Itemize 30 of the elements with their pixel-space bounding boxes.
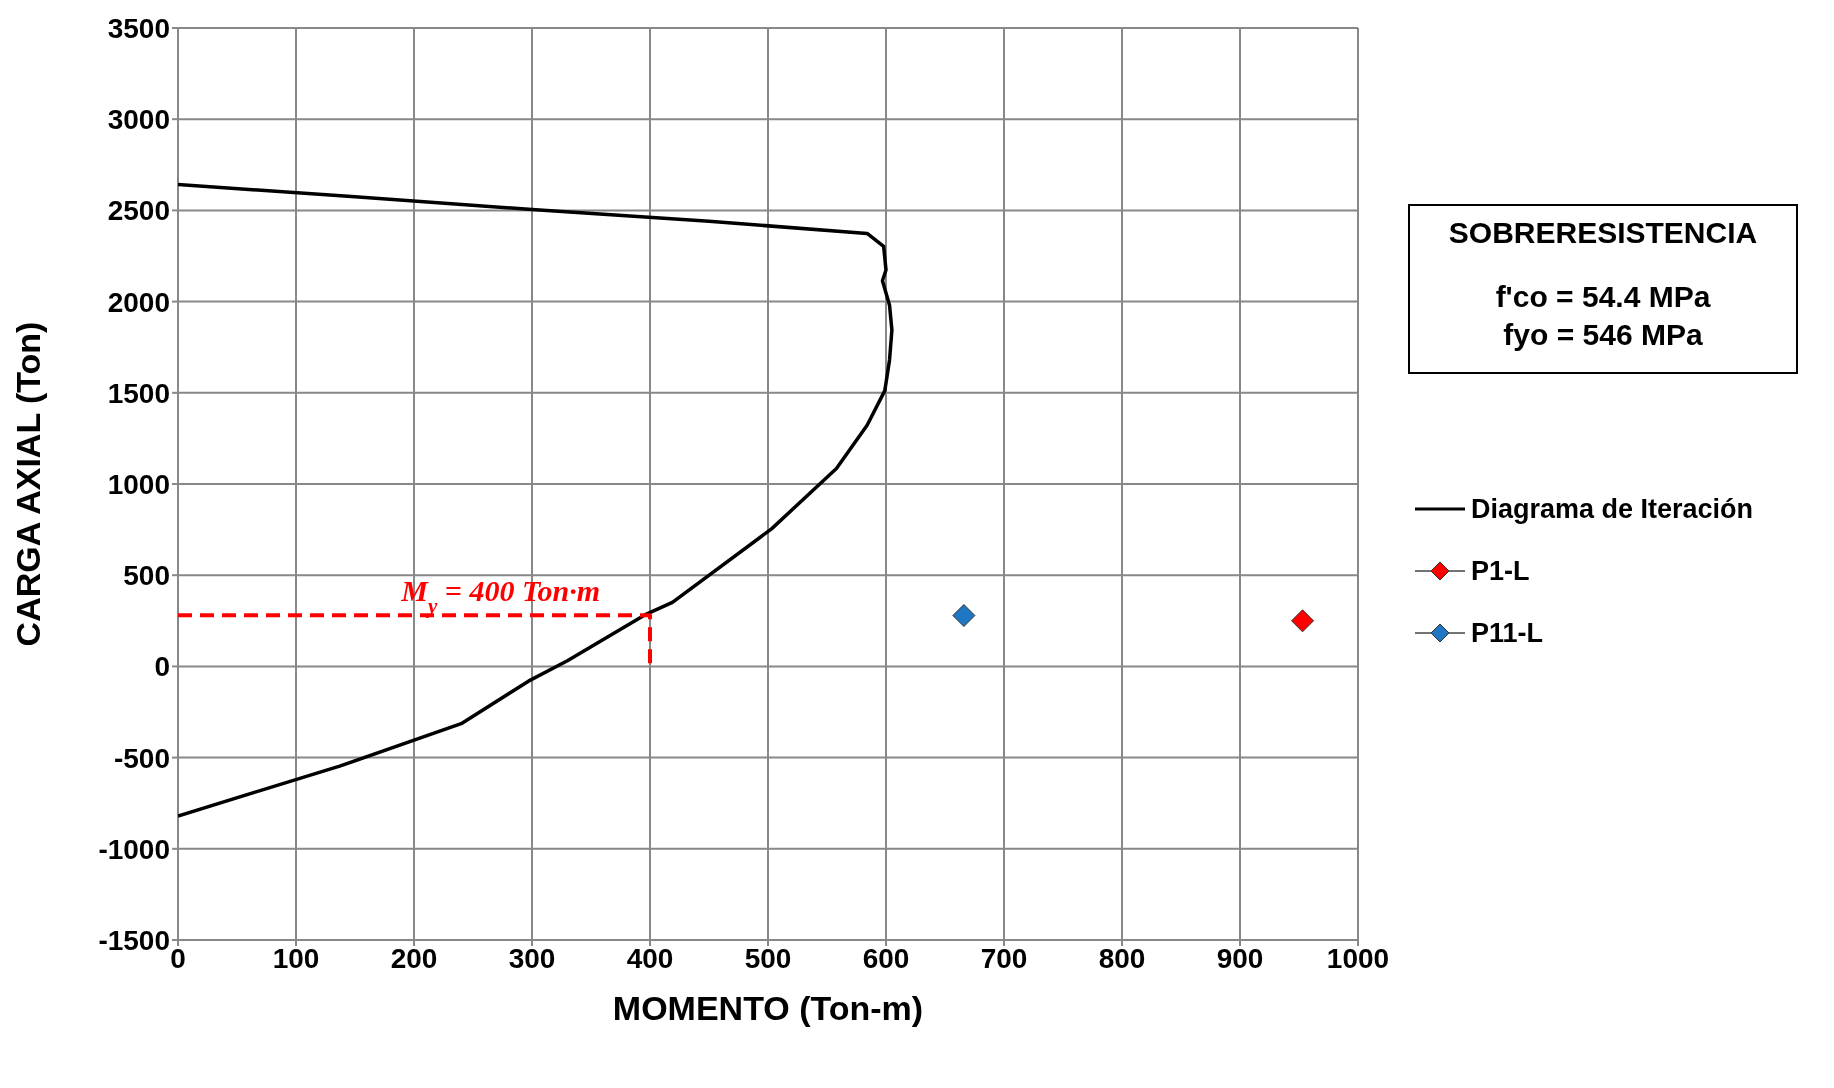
y-tick-label: 1500 [107,377,170,409]
legend-label: Diagrama de Iteración [1471,493,1754,525]
text: SOBRERESISTENCIA [1447,216,1759,250]
x-tick-label: 200 [390,942,438,974]
text: f'co = 54.4 MPa [1494,280,1712,314]
x-tick-label: 800 [1098,942,1146,974]
y-tick-label: -1500 [98,924,170,956]
y-tick-label: 3500 [107,12,170,44]
x-tick-label: 400 [626,942,674,974]
y-axis-title: CARGA AXIAL (Ton) [9,321,48,647]
y-tick-label: 500 [123,560,170,592]
y-tick-label: 1000 [107,468,170,500]
legend-label: P1-L [1471,555,1530,587]
line-series [178,182,894,818]
y-tick-label: 2000 [107,286,170,318]
y-tick-label: 2500 [107,195,170,227]
x-tick-label: 900 [1216,942,1264,974]
y-tick-label: 0 [154,651,170,683]
legend-label: P11-L [1471,617,1544,649]
y-tick-label: -500 [113,742,170,774]
text: fyo = 546 MPa [1502,318,1704,352]
x-axis-title: MOMENTO (Ton-m) [612,989,924,1027]
x-tick-label: 600 [862,942,910,974]
x-tick-label: 1000 [1326,942,1390,974]
x-tick-label: 700 [980,942,1028,974]
y-tick-label: 3000 [107,104,170,136]
x-tick-label: 300 [508,942,556,974]
x-tick-label: 100 [272,942,320,974]
y-tick-label: -1000 [98,833,170,865]
x-tick-label: 500 [744,942,792,974]
